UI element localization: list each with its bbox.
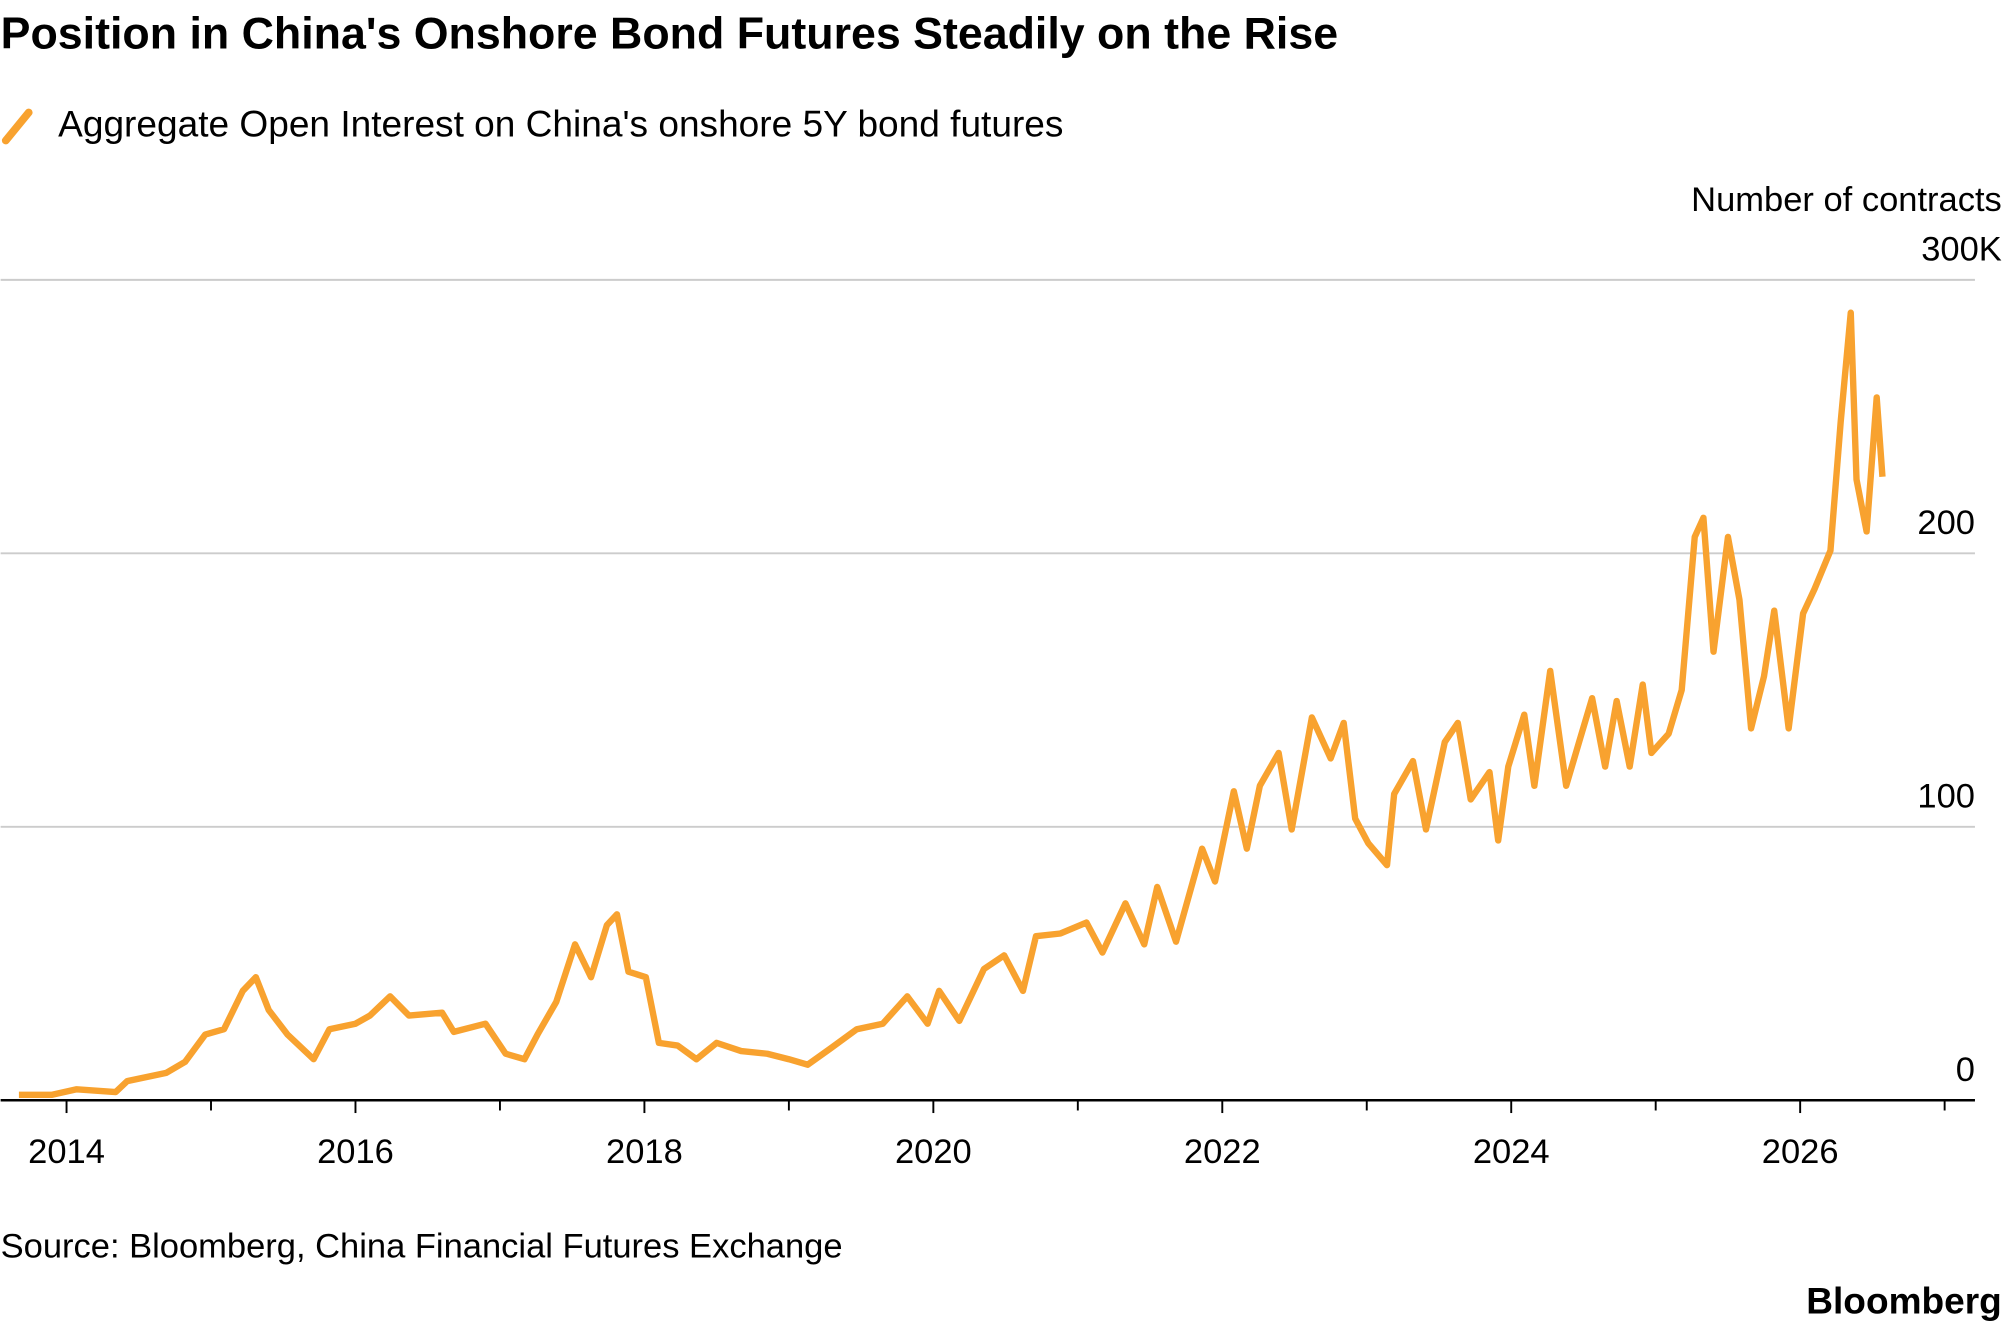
x-tick-label: 2014 [28, 1133, 105, 1171]
legend-swatch [1, 108, 33, 145]
x-tick-label: 2026 [1762, 1133, 1839, 1171]
legend-label: Aggregate Open Interest on China's onsho… [58, 103, 1063, 145]
x-tick-label: 2024 [1473, 1133, 1550, 1171]
source: Source: Bloomberg, China Financial Futur… [1, 1227, 843, 1265]
x-tick-label: 2016 [317, 1133, 394, 1171]
y-tick-label: 0 [1956, 1051, 1975, 1089]
y-tick-label: 200 [1917, 504, 1975, 542]
x-tick-label: 2018 [606, 1133, 683, 1171]
y-axis-label: Number of contracts [1691, 181, 2002, 219]
data-line [18, 309, 1886, 1098]
y-tick-label: 100 [1917, 778, 1975, 816]
x-tick-label: 2022 [1184, 1133, 1261, 1171]
branding: Bloomberg [1806, 1280, 2002, 1322]
chart-title: Position in China's Onshore Bond Futures… [1, 10, 1338, 59]
x-tick-label: 2020 [895, 1133, 972, 1171]
y-tick-label: 300K [1921, 231, 2002, 269]
